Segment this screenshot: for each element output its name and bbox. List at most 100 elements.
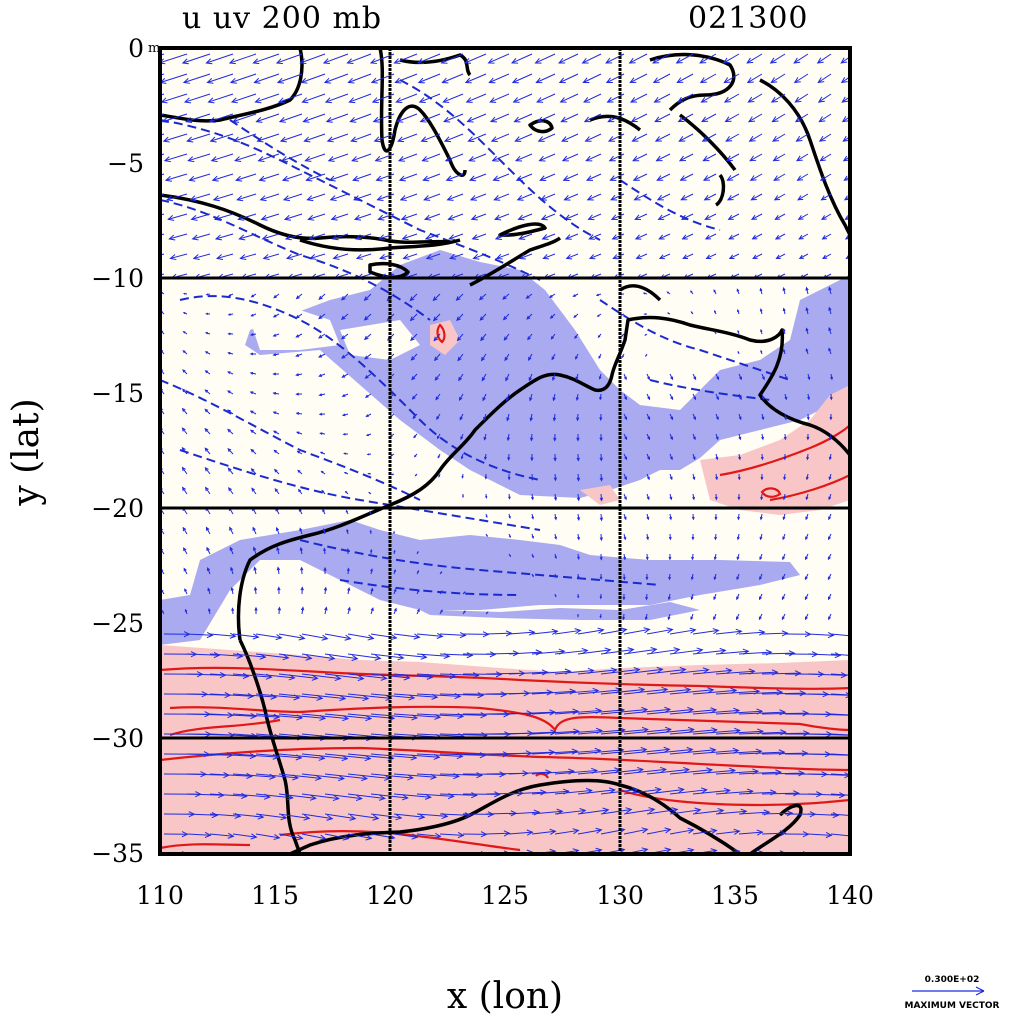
wind-vector-head xyxy=(670,436,673,441)
wind-vector-head xyxy=(205,58,213,65)
wind-vector-head xyxy=(690,616,694,621)
wind-vector xyxy=(854,734,901,737)
wind-vector-head xyxy=(342,715,350,722)
wind-vector xyxy=(485,832,510,835)
wind-vector-head xyxy=(434,356,439,362)
wind-vector-head xyxy=(252,546,257,551)
wind-vector-head xyxy=(684,686,692,694)
wind-vector-head xyxy=(640,746,648,754)
wind-vector-head xyxy=(395,97,403,104)
wind-vector xyxy=(610,193,625,201)
wind-vector xyxy=(278,633,305,639)
wind-vector xyxy=(631,113,648,123)
wind-vector-head xyxy=(411,714,419,721)
wind-vector-head xyxy=(341,755,349,762)
wind-vector-head xyxy=(664,706,672,713)
wind-vector-head xyxy=(534,58,542,64)
wind-vector-head xyxy=(397,654,405,661)
wind-vector xyxy=(585,133,602,142)
wind-vector-head xyxy=(607,116,615,123)
wind-vector xyxy=(600,688,645,695)
wind-vector xyxy=(540,193,556,201)
wind-vector xyxy=(623,728,671,735)
wind-vector xyxy=(398,153,418,162)
wind-vector-head xyxy=(881,654,887,659)
wind-vector-head xyxy=(876,397,878,399)
wind-vector-head xyxy=(185,117,193,123)
wind-vector-head xyxy=(528,377,532,382)
wind-vector-head xyxy=(715,436,719,441)
wind-vector-head xyxy=(736,576,740,581)
wind-vector-head xyxy=(774,214,781,220)
plot-frame xyxy=(158,46,852,856)
wind-vector-head xyxy=(535,77,543,84)
wind-vector-head xyxy=(535,649,543,656)
wind-vector xyxy=(560,93,579,103)
wind-vector-head xyxy=(348,97,356,104)
wind-vector-head xyxy=(461,475,464,479)
wind-vector-head xyxy=(668,556,672,561)
wind-vector xyxy=(629,53,648,64)
wind-vector xyxy=(301,693,346,700)
wind-vector-head xyxy=(915,695,921,700)
wind-vector-head xyxy=(331,234,339,241)
wind-vector-head xyxy=(637,766,645,774)
wind-vector-head xyxy=(641,827,649,834)
wind-vector-head xyxy=(304,156,312,162)
wind-vector xyxy=(865,74,877,83)
wind-vector xyxy=(854,754,899,757)
wind-vector xyxy=(410,313,418,321)
wind-vector xyxy=(822,233,832,240)
wind-vector xyxy=(255,813,287,819)
wind-vector xyxy=(492,153,510,162)
wind-vector xyxy=(410,333,418,341)
wind-vector xyxy=(234,153,257,162)
wind-vector-head xyxy=(876,377,878,379)
wind-vector-head xyxy=(691,556,695,561)
wind-vector xyxy=(370,813,402,819)
wind-vector xyxy=(634,193,648,201)
wind-vector xyxy=(351,133,372,142)
wind-vector xyxy=(182,487,188,495)
wind-vector-head xyxy=(410,356,416,361)
wind-vector-head xyxy=(875,417,877,419)
wind-vector xyxy=(393,673,433,678)
wind-vector-head xyxy=(773,195,781,201)
wind-vector-head xyxy=(229,526,233,531)
wind-vector xyxy=(508,811,540,815)
wind-vector xyxy=(210,133,234,142)
wind-vector xyxy=(868,194,877,200)
wind-vector xyxy=(205,487,211,495)
wind-vector-head xyxy=(722,57,730,64)
wind-vector xyxy=(797,193,809,201)
wind-vector xyxy=(793,53,809,64)
wind-vector-head xyxy=(204,408,209,413)
wind-vector-head xyxy=(646,516,650,521)
wind-vector-head xyxy=(440,590,443,593)
wind-vector xyxy=(738,711,786,715)
wind-vector xyxy=(874,328,877,334)
wind-vector xyxy=(608,113,625,123)
wind-vector xyxy=(508,771,551,775)
wind-vector xyxy=(502,293,510,300)
wind-vector-head xyxy=(874,557,876,560)
wind-vector xyxy=(715,650,749,655)
wind-vector xyxy=(424,193,441,201)
wind-vector-head xyxy=(388,834,396,841)
wind-vector xyxy=(840,56,850,64)
wind-vector-head xyxy=(713,556,717,561)
wind-vector-head xyxy=(701,116,709,123)
wind-vector xyxy=(467,113,487,123)
wind-vector-head xyxy=(828,347,832,352)
wind-vector-head xyxy=(786,810,794,817)
wind-vector-head xyxy=(257,156,265,162)
wind-vector xyxy=(442,73,464,83)
wind-vector-head xyxy=(875,617,877,619)
wind-vector xyxy=(439,673,479,676)
wind-vector xyxy=(255,693,300,699)
wind-vector xyxy=(188,153,211,162)
wind-vector-head xyxy=(299,546,303,551)
wind-vector-head xyxy=(491,155,499,162)
wind-vector-head xyxy=(668,576,672,581)
wind-vector-head xyxy=(805,306,809,311)
